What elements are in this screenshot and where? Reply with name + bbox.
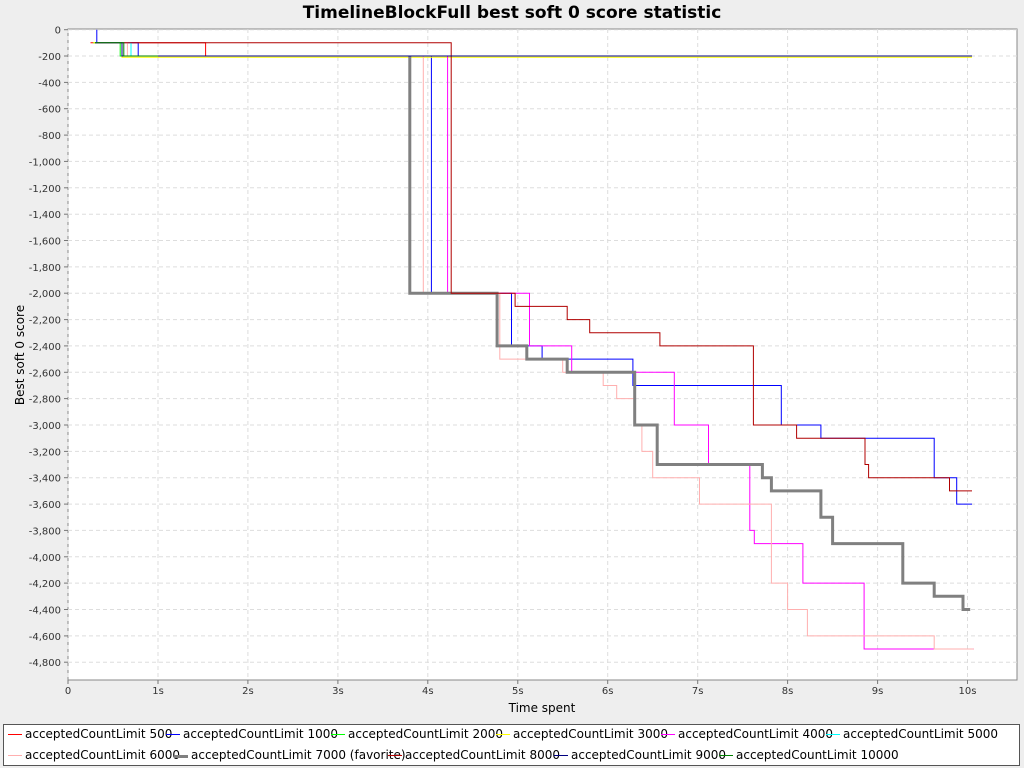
- legend-swatch: [166, 734, 180, 735]
- legend: acceptedCountLimit 500 acceptedCountLimit…: [3, 724, 1020, 766]
- series-line-4: [95, 42, 974, 650]
- legend-swatch: [719, 755, 733, 756]
- x-tick-label: 1s: [152, 686, 164, 697]
- series-line-8: [95, 42, 972, 492]
- legend-swatch: [388, 755, 402, 756]
- y-tick-label: -600: [38, 105, 61, 116]
- x-tick-label: 8s: [782, 686, 794, 697]
- y-tick-label: -400: [38, 78, 61, 89]
- line-chart: 0 1s 2s 3s 4s 5s 6s 7s 8s 9s 10s 0 -200 -400 -600 -800 -…: [13, 26, 1018, 715]
- legend-swatch: [8, 734, 22, 735]
- y-tick-label: -3,000: [29, 421, 61, 432]
- legend-swatch: [661, 734, 675, 735]
- legend-swatch: [174, 755, 188, 758]
- y-tick-label: -1,600: [29, 237, 61, 248]
- y-tick-label: -2,600: [29, 368, 61, 379]
- y-tick-label: -2,000: [29, 289, 61, 300]
- legend-label: acceptedCountLimit 7000 (favorite): [191, 748, 406, 762]
- x-tick-label: 6s: [602, 686, 614, 697]
- legend-label: acceptedCountLimit 500: [25, 727, 173, 741]
- legend-label: acceptedCountLimit 2000: [348, 727, 503, 741]
- x-tick-label: 5s: [512, 686, 524, 697]
- x-tick-label: 2s: [242, 686, 254, 697]
- legend-label: acceptedCountLimit 3000: [513, 727, 668, 741]
- axis-layer: 0 1s 2s 3s 4s 5s 6s 7s 8s 9s 10s 0 -200 -400 -600 -800 -…: [29, 26, 977, 697]
- x-tick-label: 10s: [959, 686, 977, 697]
- legend-swatch: [554, 755, 568, 756]
- legend-label: acceptedCountLimit 8000: [405, 748, 560, 762]
- series-line-10: [95, 42, 158, 57]
- y-tick-label: -4,200: [29, 579, 61, 590]
- y-tick-label: -3,200: [29, 447, 61, 458]
- legend-label: acceptedCountLimit 6000: [25, 748, 180, 762]
- legend-swatch: [496, 734, 510, 735]
- y-axis-label: Best soft 0 score: [13, 305, 27, 405]
- x-axis-label: Time spent: [508, 701, 576, 715]
- legend-swatch: [826, 734, 840, 735]
- y-tick-label: -800: [38, 131, 61, 142]
- y-tick-label: -1,400: [29, 210, 61, 221]
- y-tick-label: -2,200: [29, 316, 61, 327]
- legend-label: acceptedCountLimit 4000: [678, 727, 833, 741]
- y-tick-label: -3,800: [29, 526, 61, 537]
- y-tick-label: -4,400: [29, 606, 61, 617]
- x-tick-label: 4s: [422, 686, 434, 697]
- series-line-7: [408, 56, 971, 611]
- y-tick-label: -3,600: [29, 500, 61, 511]
- y-tick-label: -1,000: [29, 157, 61, 168]
- y-tick-label: -2,400: [29, 342, 61, 353]
- legend-swatch: [331, 734, 345, 735]
- y-tick-label: -4,800: [29, 658, 61, 669]
- y-tick-label: -2,800: [29, 395, 61, 406]
- y-tick-label: 0: [55, 26, 61, 37]
- legend-label: acceptedCountLimit 10000: [736, 748, 899, 762]
- legend-label: acceptedCountLimit 1000: [183, 727, 338, 741]
- series-layer: [90, 29, 974, 650]
- x-tick-label: 0: [65, 686, 71, 697]
- grid-layer: [67, 29, 1017, 680]
- y-tick-label: -4,600: [29, 632, 61, 643]
- legend-label: acceptedCountLimit 5000: [843, 727, 998, 741]
- x-tick-label: 9s: [872, 686, 884, 697]
- chart-title: TimelineBlockFull best soft 0 score stat…: [302, 3, 722, 23]
- y-tick-label: -1,200: [29, 184, 61, 195]
- y-tick-label: -200: [38, 52, 61, 63]
- y-tick-label: -4,000: [29, 553, 61, 564]
- x-tick-label: 3s: [332, 686, 344, 697]
- y-tick-label: -1,800: [29, 263, 61, 274]
- x-tick-label: 7s: [692, 686, 704, 697]
- legend-swatch: [8, 755, 22, 756]
- y-tick-label: -3,400: [29, 474, 61, 485]
- legend-label: acceptedCountLimit 9000: [571, 748, 726, 762]
